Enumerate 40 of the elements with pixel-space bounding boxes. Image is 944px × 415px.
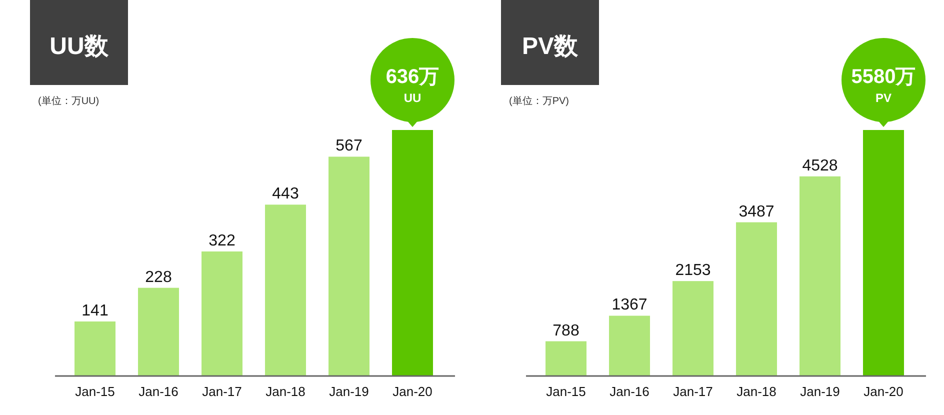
- bar: [546, 341, 586, 376]
- data-label: 228: [145, 268, 172, 286]
- x-tick-label: Jan-17: [673, 384, 713, 399]
- chart-title: PV数: [522, 33, 580, 60]
- bar: [863, 130, 904, 376]
- bar: [138, 288, 179, 376]
- x-tick-label: Jan-19: [329, 384, 369, 399]
- data-label: 788: [552, 322, 580, 340]
- data-label: 4528: [802, 157, 838, 174]
- chart-subtitle: (単位：万UU): [38, 95, 100, 107]
- data-label: 3487: [738, 203, 774, 220]
- bar: [74, 321, 116, 376]
- data-label: 322: [208, 232, 236, 250]
- chart-title: UU数: [50, 33, 110, 60]
- x-tick-label: Jan-16: [138, 384, 178, 399]
- x-tick-label: Jan-19: [800, 384, 840, 399]
- x-tick-label: Jan-17: [202, 384, 242, 399]
- data-label: 5580万 PV: [851, 66, 916, 105]
- data-label: 1367: [612, 296, 648, 314]
- data-label: 636万 UU: [386, 66, 440, 105]
- x-tick-label: Jan-20: [864, 384, 904, 399]
- data-label: 443: [272, 186, 299, 203]
- data-label: 141: [82, 302, 108, 320]
- bar: [202, 251, 242, 376]
- x-tick-label: Jan-18: [266, 384, 306, 399]
- bar: [265, 204, 306, 376]
- bar: [736, 222, 777, 376]
- chart-subtitle: (単位：万PV): [509, 95, 569, 107]
- bar: [672, 281, 714, 376]
- bar: [392, 130, 433, 376]
- data-label: 567: [336, 138, 362, 155]
- x-tick-label: Jan-15: [546, 384, 586, 399]
- x-tick-label: Jan-15: [75, 384, 115, 399]
- bar: [800, 176, 840, 376]
- x-tick-label: Jan-18: [736, 384, 776, 399]
- bar: [328, 156, 370, 376]
- bar: [609, 316, 650, 376]
- data-label: 2153: [675, 262, 711, 280]
- x-tick-label: Jan-16: [610, 384, 650, 399]
- x-tick-label: Jan-20: [392, 384, 432, 399]
